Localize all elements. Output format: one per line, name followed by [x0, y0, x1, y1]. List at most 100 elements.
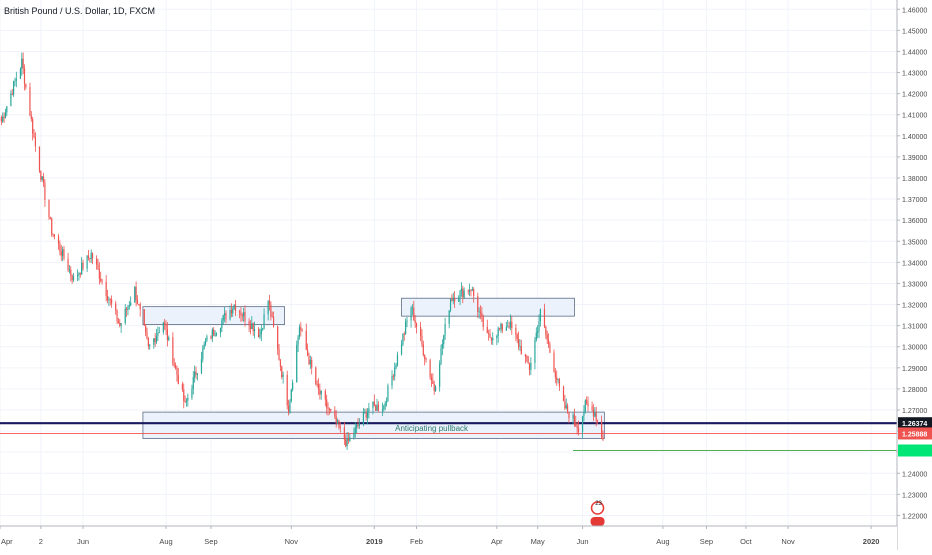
candle-body [287, 405, 290, 413]
candle-body [70, 269, 72, 276]
candle-body [319, 389, 321, 395]
candle-body [497, 328, 499, 337]
candle-body [316, 384, 318, 385]
candle-body [463, 290, 465, 298]
candle-body [535, 332, 537, 340]
candle-body [225, 313, 227, 320]
candle-body [546, 334, 548, 340]
candle-body [139, 304, 141, 310]
time-tick-label: Feb [410, 537, 423, 546]
candle-body [385, 401, 388, 403]
candle-body [213, 329, 215, 336]
candle-body [109, 299, 111, 301]
candle-body [454, 298, 456, 302]
annotations: Anticipating pullback [395, 424, 469, 433]
candle-body [366, 411, 369, 418]
candle-body [545, 326, 547, 335]
time-axis-bg [0, 526, 897, 550]
time-tick-label: Sep [204, 537, 217, 546]
candle-body [581, 415, 584, 433]
candle-body [143, 309, 145, 326]
time-tick-label: Jun [77, 537, 89, 546]
candle-body [534, 339, 536, 363]
candle-body [286, 374, 288, 406]
label-last-price-bg [898, 427, 932, 440]
candle-body [511, 321, 513, 329]
time-tick-label: Oct [740, 537, 753, 546]
candle-body [307, 349, 309, 356]
candle-body [33, 133, 35, 138]
label-level: 1.26374 [902, 421, 927, 428]
candle-body [19, 68, 22, 79]
candle-body [602, 437, 604, 440]
candle-body [146, 332, 148, 339]
event-icon [590, 501, 605, 515]
candle-body [383, 405, 385, 410]
candle-body [259, 334, 261, 338]
candle-body [108, 299, 110, 301]
candle-body [90, 252, 92, 259]
candle-body [524, 354, 527, 357]
candle-body [565, 405, 567, 409]
price-tick-label: 1.31000 [902, 324, 927, 331]
candle-body [168, 337, 170, 340]
candle-body [387, 385, 389, 402]
candle-body [14, 80, 16, 82]
price-tick-label: 1.30000 [902, 345, 927, 352]
candle-body [98, 269, 100, 279]
candle-body [214, 335, 216, 337]
candle-body [91, 252, 94, 259]
candle-body [233, 304, 235, 309]
candle-body [172, 337, 174, 365]
price-axis-bg [897, 0, 932, 550]
candle-body [345, 439, 347, 447]
candle-body [336, 420, 339, 424]
candle-body [271, 316, 273, 318]
candle-body [202, 348, 204, 360]
candle-body [89, 258, 91, 259]
candle-body [44, 183, 46, 200]
candle-body [473, 289, 475, 297]
candle-body [22, 58, 24, 69]
candle-body [221, 320, 223, 329]
candle-body [587, 403, 589, 407]
price-axis: 1.220001.230001.240001.250001.260001.270… [896, 0, 932, 550]
candle-body [575, 422, 577, 426]
price-tick-label: 1.41000 [902, 113, 927, 120]
candle-body [601, 421, 603, 438]
candle-body [281, 366, 283, 377]
candle-body [185, 400, 188, 402]
candle-body [381, 409, 384, 411]
candle-body [289, 401, 291, 413]
candle-body [489, 333, 491, 338]
candle-body [425, 358, 427, 361]
candle-body [564, 400, 566, 409]
grid [0, 0, 897, 526]
candle-body [592, 409, 595, 417]
candle-body [432, 380, 434, 384]
candle-body [187, 397, 189, 401]
label-level-bg [898, 417, 932, 430]
price-tick-label: 1.37000 [902, 197, 927, 204]
candle-body [297, 336, 299, 346]
resistance-zone-2 [401, 297, 575, 317]
candle-body [243, 312, 245, 317]
candle-body [4, 112, 7, 118]
candle-body [433, 383, 435, 391]
event-count: 23 [595, 501, 602, 507]
candle-body [334, 410, 336, 417]
candle-body [40, 171, 42, 180]
candle-body [48, 199, 50, 218]
candle-body [373, 401, 375, 406]
candle-body [125, 308, 128, 310]
candle-body [439, 363, 441, 387]
candle-body [72, 276, 75, 281]
candle-body [21, 58, 23, 69]
candle-body [358, 424, 360, 426]
candle-body [400, 344, 403, 355]
candle-body [424, 355, 426, 359]
chart-title: British Pound / U.S. Dollar, 1D, FXCM [4, 6, 156, 16]
candle-body [192, 377, 194, 390]
candle-body [414, 320, 416, 323]
